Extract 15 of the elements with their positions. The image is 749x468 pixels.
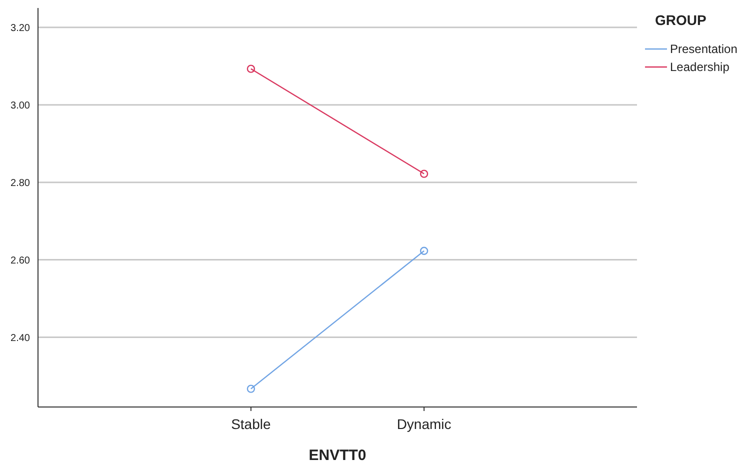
legend-label: Leadership (670, 60, 730, 74)
y-tick-label: 2.60 (10, 255, 30, 266)
y-tick-label: 2.80 (10, 178, 30, 189)
x-tick-label: Dynamic (396, 416, 452, 432)
x-axis-title: ENVTT0 (308, 447, 366, 464)
point (246, 384, 256, 393)
x-tick-label: Stable (231, 416, 271, 432)
y-tick-label: 3.00 (10, 100, 30, 112)
y-tick-label: 3.20 (10, 22, 30, 34)
y-tick-label: 2.40 (10, 332, 30, 344)
legend-label: Presentation (670, 42, 738, 56)
point (420, 170, 428, 178)
point (246, 64, 256, 73)
legend-title: GROUP (655, 12, 706, 28)
point (420, 246, 428, 255)
